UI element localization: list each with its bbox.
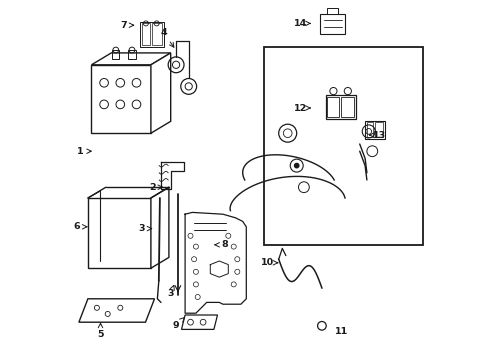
Text: 12: 12: [293, 104, 309, 112]
Text: 3: 3: [167, 285, 174, 298]
Text: 10: 10: [261, 258, 277, 267]
Text: 9: 9: [172, 318, 184, 330]
Circle shape: [294, 163, 298, 168]
Polygon shape: [91, 65, 151, 133]
Text: 14: 14: [293, 19, 309, 28]
Text: 3: 3: [139, 224, 151, 233]
Polygon shape: [151, 187, 168, 268]
Text: 6: 6: [74, 222, 87, 231]
Text: 4: 4: [160, 28, 174, 47]
Polygon shape: [326, 8, 337, 14]
Text: 5: 5: [97, 323, 103, 339]
Polygon shape: [91, 53, 170, 65]
Polygon shape: [151, 53, 170, 133]
Text: 7: 7: [121, 21, 133, 30]
Bar: [264, 47, 422, 245]
Text: 1: 1: [77, 147, 91, 156]
Text: 11: 11: [334, 327, 347, 336]
Text: 13: 13: [369, 130, 385, 139]
Polygon shape: [320, 14, 345, 34]
Polygon shape: [88, 198, 151, 268]
Polygon shape: [79, 299, 154, 322]
Text: 2: 2: [149, 183, 162, 192]
Polygon shape: [181, 315, 217, 329]
Text: 8: 8: [215, 240, 227, 249]
